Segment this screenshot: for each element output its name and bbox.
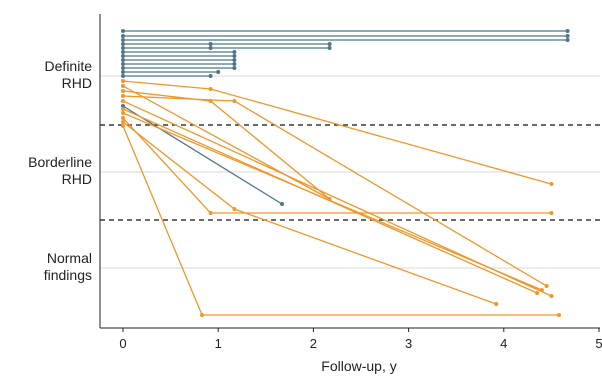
series-point xyxy=(544,284,549,288)
series-point xyxy=(121,58,125,62)
series-point xyxy=(121,42,125,46)
series-point xyxy=(549,182,554,186)
series-point xyxy=(121,111,125,115)
series-point xyxy=(232,54,237,58)
series-point xyxy=(121,104,125,108)
series-line-changed xyxy=(122,125,560,316)
series-point xyxy=(208,87,213,91)
series-line-changed xyxy=(122,108,538,294)
series-point xyxy=(121,120,125,124)
series-point xyxy=(208,46,213,50)
series-point xyxy=(208,74,213,78)
y-category-label-normal: Normal findings xyxy=(44,250,92,283)
x-axis-title: Follow-up, y xyxy=(321,358,396,374)
x-tick-label: 2 xyxy=(310,336,317,351)
series-line-persistent xyxy=(122,105,283,205)
y-category-label-definite: Definite RHD xyxy=(45,58,93,91)
category-separators xyxy=(100,124,600,221)
y-category-labels: Definite RHD Borderline RHD Normal findings xyxy=(28,58,92,283)
series-point xyxy=(121,116,125,120)
x-tick-label: 4 xyxy=(500,336,507,351)
series-point xyxy=(232,50,237,54)
series-point xyxy=(121,124,125,128)
series-point xyxy=(200,313,205,317)
series-point xyxy=(121,74,125,78)
series-point xyxy=(121,46,125,50)
series-lines xyxy=(121,29,570,317)
series-line-changed xyxy=(122,90,330,200)
series-point xyxy=(121,66,125,70)
series-point xyxy=(232,66,237,70)
series-point xyxy=(232,99,237,103)
y-category-label-borderline: Borderline RHD xyxy=(28,154,92,187)
series-point xyxy=(549,294,554,298)
series-point xyxy=(539,288,544,292)
series-point xyxy=(121,79,125,83)
series-line-changed xyxy=(122,80,552,185)
series-point xyxy=(121,94,125,98)
series-point xyxy=(121,84,125,88)
series-point xyxy=(121,29,125,33)
x-ticks: 0 1 2 3 4 5 xyxy=(119,328,602,351)
x-tick-label: 1 xyxy=(215,336,222,351)
series-point xyxy=(121,107,125,111)
series-point xyxy=(327,42,332,46)
series-point xyxy=(565,34,570,38)
x-tick-label: 5 xyxy=(595,336,602,351)
series-point xyxy=(216,70,221,74)
series-point xyxy=(121,70,125,74)
series-point xyxy=(557,313,562,317)
series-point xyxy=(232,207,237,211)
series-point xyxy=(121,34,125,38)
series-point xyxy=(549,211,554,215)
series-point xyxy=(121,54,125,58)
series-point xyxy=(494,302,499,306)
series-point xyxy=(565,38,570,42)
series-point xyxy=(121,62,125,66)
series-point xyxy=(565,29,570,33)
series-point xyxy=(121,99,125,103)
series-line-changed xyxy=(122,85,330,200)
x-tick-label: 3 xyxy=(405,336,412,351)
axes xyxy=(99,14,600,329)
gridlines xyxy=(100,75,600,269)
series-point xyxy=(208,42,213,46)
x-tick-label: 0 xyxy=(119,336,126,351)
series-point xyxy=(327,46,332,50)
series-point xyxy=(232,58,237,62)
series-point xyxy=(208,211,213,215)
series-point xyxy=(121,38,125,42)
series-point xyxy=(279,202,284,206)
series-point xyxy=(535,291,540,295)
series-point xyxy=(121,50,125,54)
series-point xyxy=(121,89,125,93)
series-point xyxy=(232,62,237,66)
